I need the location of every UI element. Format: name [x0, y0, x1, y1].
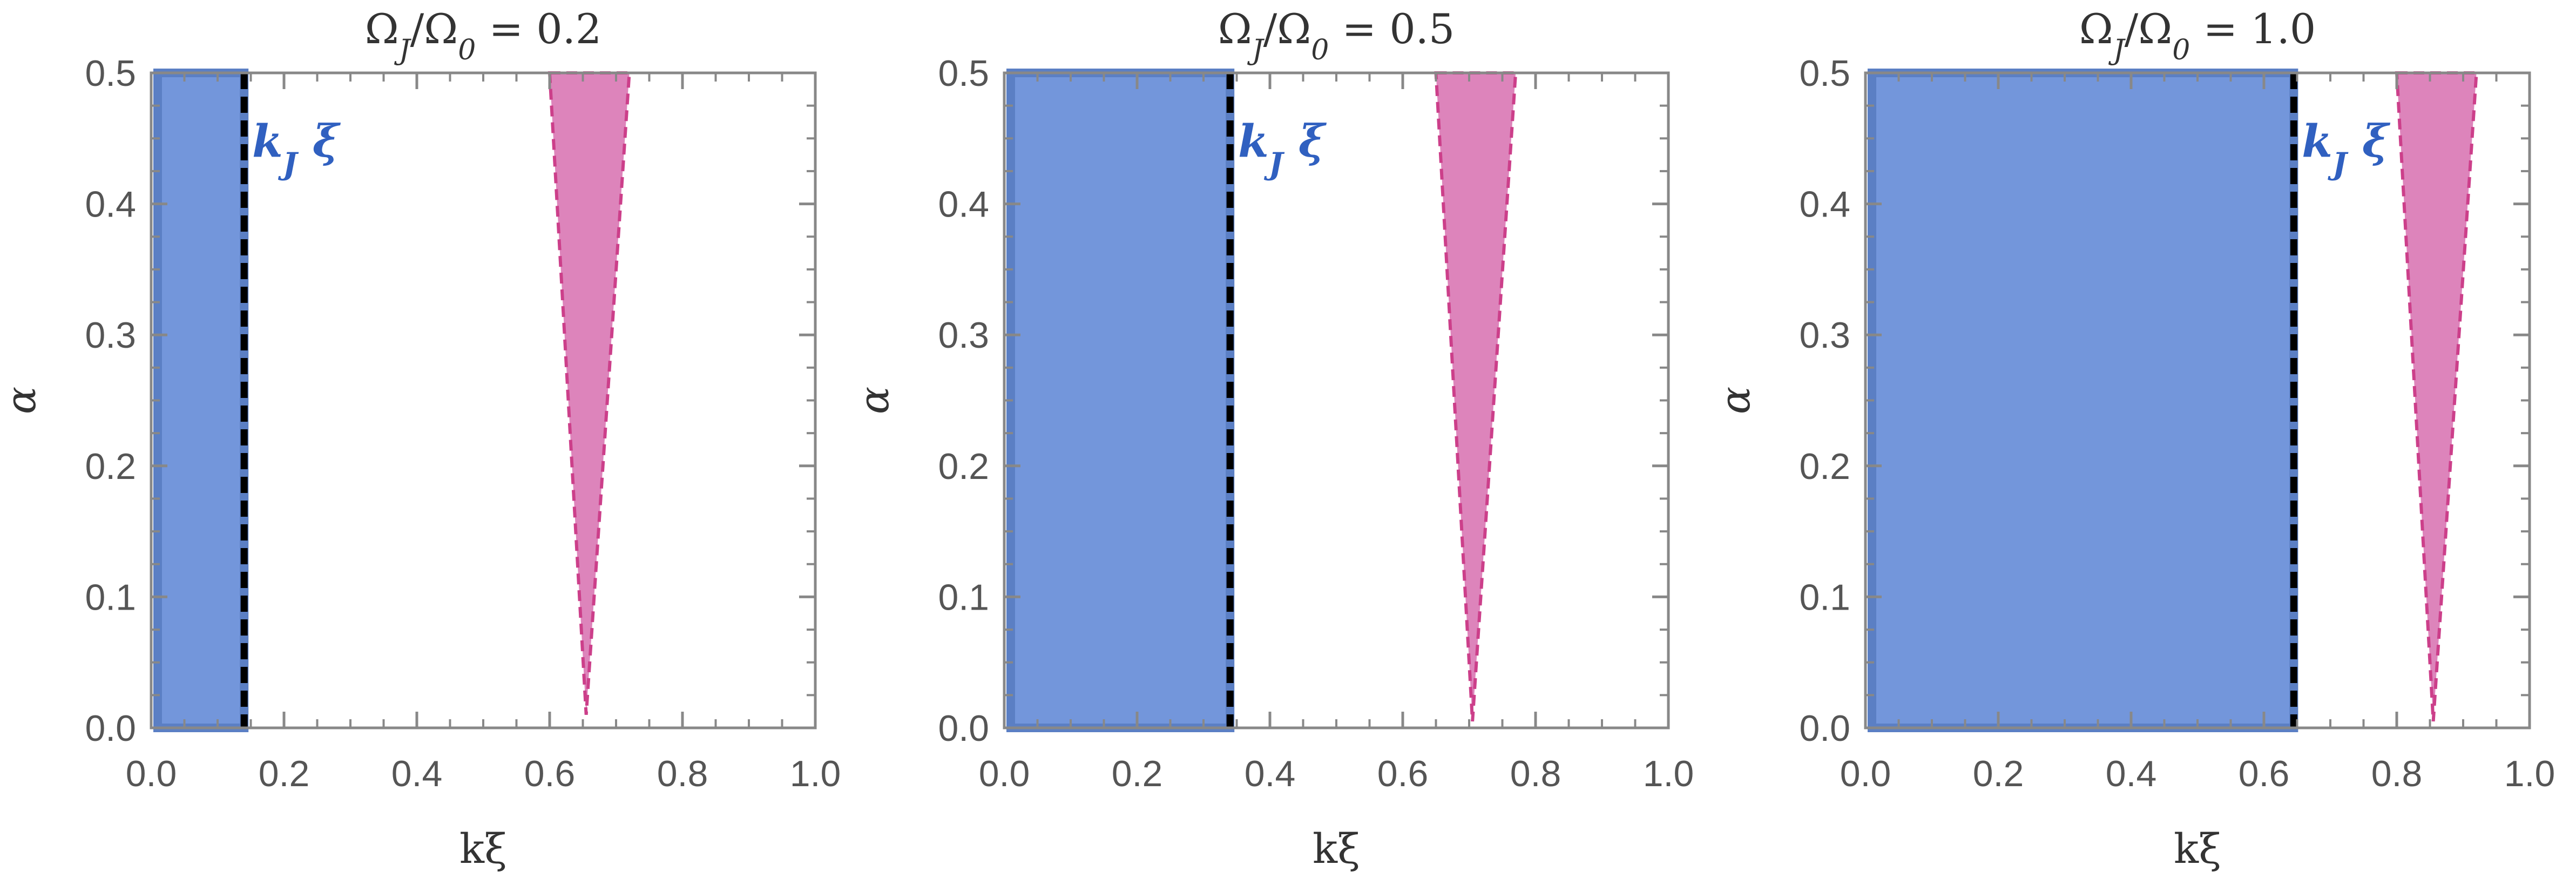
y-tick-label: 0.3: [85, 315, 136, 356]
ticks: [1003, 71, 1670, 729]
y-tick-label: 0.2: [85, 446, 136, 487]
y-tick-label: 0.1: [1799, 577, 1850, 618]
y-tick-label: 0.0: [938, 708, 989, 749]
chart-title: ΩJ/Ω0 = 1.0: [2079, 5, 2316, 66]
y-tick-label: 0.0: [1799, 708, 1850, 749]
x-tick-label: 0.4: [391, 753, 443, 794]
y-tick-label: 0.1: [85, 577, 136, 618]
y-tick-label: 0.4: [1799, 184, 1850, 225]
panel-2: 0.0 0.2 0.4 0.6 0.8 1.0 0.0 0.1 0.2 0.3 0.4 0.5 ΩJ/Ω…: [850, 5, 1694, 873]
pink-region: [547, 71, 631, 715]
chart-title: ΩJ/Ω0 = 0.5: [1218, 5, 1455, 66]
y-tick-label: 0.0: [85, 708, 136, 749]
x-tick-label: 1.0: [2504, 753, 2555, 794]
x-tick-label: 0.8: [2371, 753, 2423, 794]
x-axis-label: kξ: [2174, 825, 2221, 873]
x-axis-label: kξ: [459, 825, 507, 873]
pink-region: [2395, 71, 2478, 722]
blue-region: [1006, 69, 1235, 732]
y-tick-label: 0.2: [938, 446, 989, 487]
x-axis-label: kξ: [1313, 825, 1360, 873]
pink-region: [1434, 71, 1518, 722]
blue-region: [153, 69, 249, 732]
y-tick-label: 0.3: [1799, 315, 1850, 356]
plot-frame: [150, 71, 817, 729]
y-tick-label: 0.2: [1799, 446, 1850, 487]
kj-annotation: kJ ξ: [252, 116, 341, 182]
x-tick-label: 0.2: [1973, 753, 2024, 794]
kj-annotation: kJ ξ: [2302, 116, 2391, 182]
x-tick-label: 0.4: [2106, 753, 2157, 794]
x-tick-label: 0.6: [2239, 753, 2290, 794]
x-tick-label: 0.2: [1112, 753, 1163, 794]
panel-3: 0.0 0.2 0.4 0.6 0.8 1.0 0.0 0.1 0.2 0.3 0.4 0.5 ΩJ/Ω…: [1711, 5, 2555, 873]
x-tick-label: 0.0: [126, 753, 177, 794]
x-tick-label: 0.0: [979, 753, 1030, 794]
y-tick-label: 0.4: [938, 184, 989, 225]
y-tick-label: 0.1: [938, 577, 989, 618]
x-tick-label: 0.6: [1377, 753, 1429, 794]
x-tick-label: 0.8: [1510, 753, 1561, 794]
y-tick-label: 0.5: [1799, 53, 1850, 94]
ticks: [150, 71, 817, 729]
panel-1: 0.0 0.2 0.4 0.6 0.8 1.0 0.0 0.1 0.2 0.3 0.4 0.5 ΩJ/Ω…: [0, 5, 841, 873]
y-axis-label: α: [0, 387, 45, 414]
x-tick-label: 0.0: [1840, 753, 1891, 794]
y-tick-label: 0.5: [938, 53, 989, 94]
y-axis-label: α: [850, 387, 898, 414]
y-tick-label: 0.4: [85, 184, 136, 225]
y-tick-label: 0.3: [938, 315, 989, 356]
y-tick-label: 0.5: [85, 53, 136, 94]
x-tick-label: 1.0: [790, 753, 841, 794]
x-tick-label: 0.2: [259, 753, 310, 794]
blue-region: [1868, 69, 2298, 732]
kj-annotation: kJ ξ: [1238, 116, 1327, 182]
chart-title: ΩJ/Ω0 = 0.2: [365, 5, 601, 66]
y-axis-label: α: [1711, 387, 1759, 414]
x-tick-label: 0.8: [657, 753, 708, 794]
x-tick-label: 1.0: [1643, 753, 1694, 794]
ticks: [1864, 71, 2531, 729]
x-tick-label: 0.4: [1245, 753, 1296, 794]
x-tick-label: 0.6: [524, 753, 576, 794]
